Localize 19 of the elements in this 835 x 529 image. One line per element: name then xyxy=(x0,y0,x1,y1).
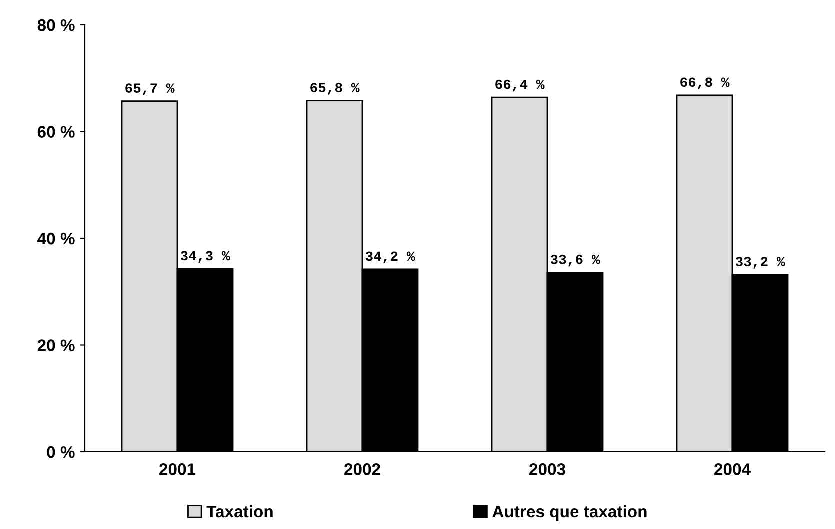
x-tick-label: 2001 xyxy=(160,464,196,476)
y-tick-label: 80 % xyxy=(38,19,75,32)
data-label: 33,6 % xyxy=(550,254,600,267)
y-tick-label: 20 % xyxy=(38,340,75,352)
data-label: 66,4 % xyxy=(496,80,545,92)
x-tick-label: 2003 xyxy=(530,464,566,476)
y-tick-label: 40 % xyxy=(38,232,75,245)
data-label: 65,8 % xyxy=(310,83,360,95)
y-tick-label: 0 % xyxy=(47,446,75,458)
legend-label: Taxation xyxy=(206,505,273,518)
data-label: 65,7 % xyxy=(126,84,175,96)
legend-label: Autres que taxation xyxy=(492,505,647,521)
x-tick-label: 2002 xyxy=(344,464,380,476)
data-label: 66,8 % xyxy=(680,78,730,90)
data-label: 33,2 % xyxy=(736,257,786,269)
data-label: 34,3 % xyxy=(180,251,230,263)
data-label: 34,2 % xyxy=(366,252,416,264)
y-tick-label: 60 % xyxy=(38,126,75,138)
x-tick-label: 2004 xyxy=(714,464,751,476)
